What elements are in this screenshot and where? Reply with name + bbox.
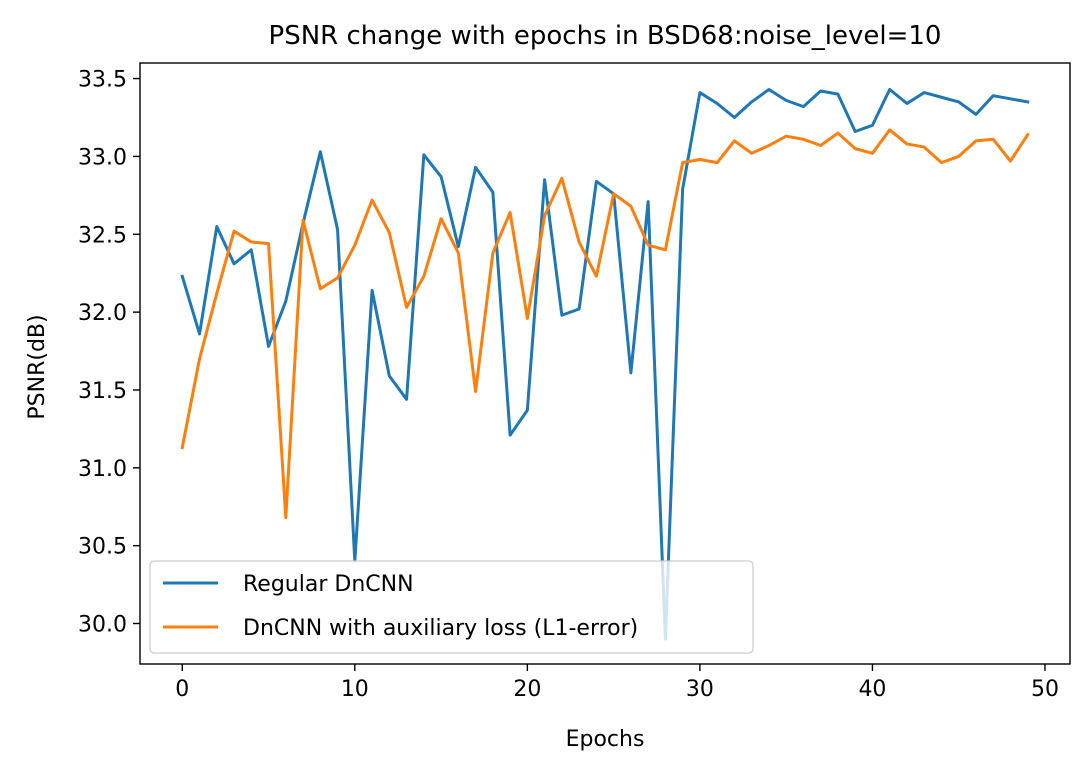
- plot-frame: [139, 62, 1071, 665]
- y-tick-label: 31.0: [78, 457, 127, 482]
- y-tick-label: 32.0: [78, 301, 127, 326]
- x-axis: 0 10 20 30 40 50: [175, 664, 1059, 702]
- x-tick-label: 30: [686, 677, 714, 702]
- x-axis-label: Epochs: [566, 727, 645, 752]
- y-axis: 30.0 30.5 31.0 31.5 32.0 32.5 33.0 33.5: [78, 68, 140, 638]
- x-tick-label: 10: [341, 677, 369, 702]
- y-tick-label: 33.0: [78, 145, 127, 170]
- y-tick-label: 31.5: [78, 379, 127, 404]
- series-line-1: [180, 128, 1030, 520]
- x-tick-label: 20: [513, 677, 541, 702]
- y-tick-label: 32.5: [78, 223, 127, 248]
- legend-box: [149, 560, 754, 654]
- chart-title: PSNR change with epochs in BSD68:noise_l…: [269, 21, 942, 51]
- x-tick-label: 0: [175, 677, 189, 702]
- legend-label-dncnn-auxiliary-loss: DnCNN with auxiliary loss (L1-error): [243, 616, 638, 641]
- y-tick-label: 33.5: [78, 68, 127, 93]
- series-layer: [180, 87, 1030, 641]
- legend: Regular DnCNN DnCNN with auxiliary loss …: [149, 560, 754, 654]
- y-tick-label: 30.5: [78, 535, 127, 560]
- x-tick-label: 40: [858, 677, 886, 702]
- y-tick-label: 30.0: [78, 613, 127, 638]
- legend-label-regular-dncnn: Regular DnCNN: [243, 572, 414, 597]
- y-axis-label: PSNR(dB): [25, 314, 50, 419]
- series-line-0: [180, 87, 1030, 641]
- x-tick-label: 50: [1031, 677, 1059, 702]
